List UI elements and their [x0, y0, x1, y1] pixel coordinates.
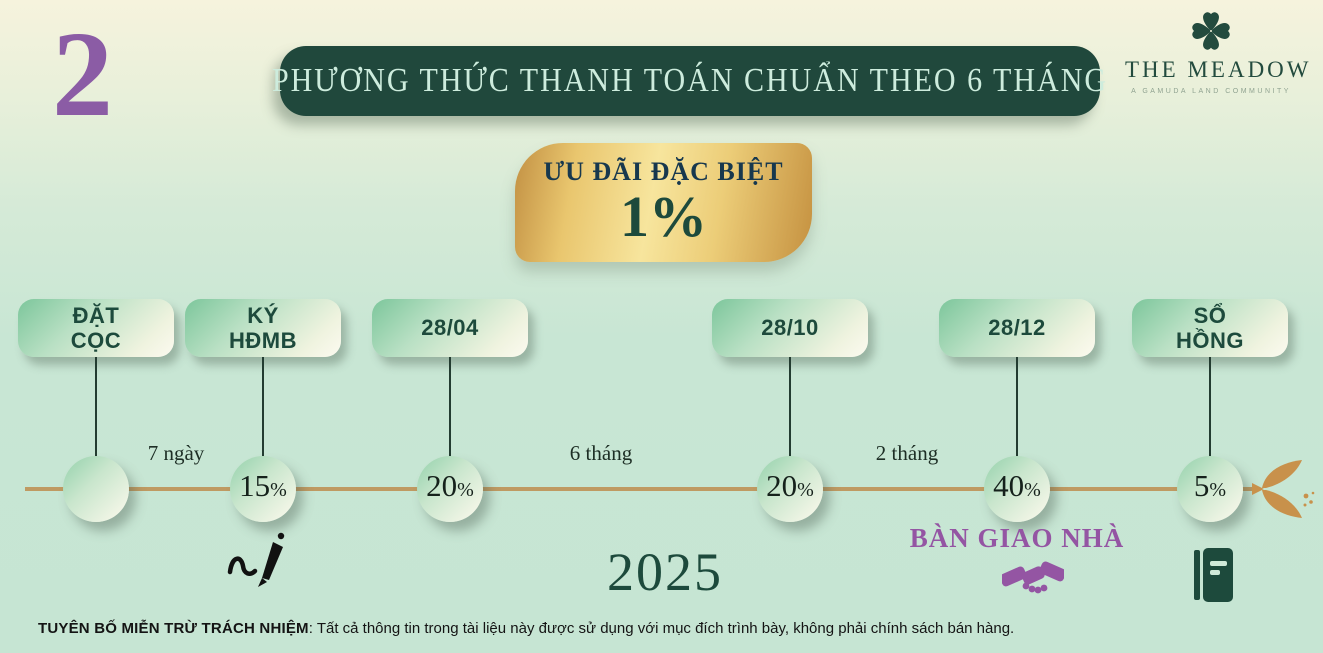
- disclaimer: TUYÊN BỐ MIỄN TRỪ TRÁCH NHIỆM: Tất cả th…: [38, 620, 1014, 637]
- page-title: PHƯƠNG THỨC THANH TOÁN CHUẨN THEO 6 THÁN…: [271, 61, 1109, 99]
- brand-logo: THE MEADOW A GAMUDA LAND COMMUNITY: [1125, 10, 1312, 95]
- payment-value: 15: [239, 468, 271, 503]
- connector-line: [789, 357, 791, 461]
- milestone-card-2804: 28/04: [372, 299, 528, 357]
- handover-label: BÀN GIAO NHÀ: [909, 523, 1125, 553]
- milestone-label: ĐẶT: [72, 302, 120, 328]
- sohong-book-icon: [1194, 548, 1233, 602]
- timeline-year: 2025: [607, 542, 723, 602]
- payment-unit: %: [270, 479, 287, 501]
- slide-number: 2: [52, 7, 113, 142]
- milestone-label: CỌC: [70, 328, 122, 353]
- milestone-label: HĐMB: [229, 328, 297, 353]
- milestone-label: HỒNG: [1176, 328, 1244, 353]
- milestone-label: SỔ: [1193, 302, 1227, 328]
- disclaimer-title: TUYÊN BỐ MIỄN TRỪ TRÁCH NHIỆM: [38, 620, 309, 637]
- promo-label: ƯU ĐÃI ĐẶC BIỆT: [543, 157, 784, 187]
- milestone-label: KÝ: [247, 302, 279, 328]
- handshake-icon: [1002, 561, 1064, 594]
- duration-6-thang: 6 tháng: [569, 441, 633, 465]
- connector-line: [1016, 357, 1018, 461]
- milestone-card-so-hong: SỔ HỒNG: [1132, 299, 1288, 357]
- header-banner: PHƯƠNG THỨC THANH TOÁN CHUẨN THEO 6 THÁN…: [272, 46, 1106, 116]
- payment-node-20a: 20 %: [417, 456, 483, 522]
- milestone-card-dat-coc: ĐẶT CỌC: [18, 299, 174, 357]
- connector-line: [262, 357, 264, 461]
- duration-2-thang: 2 tháng: [875, 441, 939, 465]
- promo-badge: ƯU ĐÃI ĐẶC BIỆT 1%: [515, 143, 812, 262]
- disclaimer-text: : Tất cả thông tin trong tài liệu này đư…: [308, 620, 1015, 637]
- payment-value: 20: [766, 468, 798, 503]
- milestone-label: 28/12: [988, 315, 1046, 341]
- payment-value: 40: [993, 468, 1025, 503]
- payment-value: 5: [1193, 468, 1210, 503]
- signature-pen-icon: [227, 532, 285, 587]
- connector-line: [95, 357, 97, 461]
- milestone-card-2812: 28/12: [939, 299, 1095, 357]
- promo-value: 1%: [620, 184, 707, 250]
- payment-value: 20: [426, 468, 458, 503]
- payment-node-deposit: [63, 456, 129, 522]
- payment-node-15: 15 %: [230, 456, 296, 522]
- meadow-flower-icon: [1192, 12, 1230, 50]
- timeline-arrow-icon: [1252, 460, 1315, 518]
- brand-name: THE MEADOW: [1125, 57, 1312, 82]
- milestone-card-2810: 28/10: [712, 299, 868, 357]
- payment-unit: %: [1209, 479, 1227, 501]
- duration-7-ngay: 7 ngày: [147, 441, 205, 465]
- milestone-label: 28/04: [421, 315, 479, 341]
- connector-line: [449, 357, 451, 461]
- payment-unit: %: [1024, 479, 1041, 501]
- payment-unit: %: [797, 479, 814, 501]
- payment-node-20b: 20 %: [757, 456, 823, 522]
- milestone-card-ky-hdmb: KÝ HĐMB: [185, 299, 341, 357]
- connector-line: [1209, 357, 1211, 461]
- payment-node-40: 40 %: [984, 456, 1050, 522]
- payment-unit: %: [457, 479, 474, 501]
- milestone-label: 28/10: [761, 315, 819, 341]
- timeline-axis: [25, 487, 1253, 491]
- payment-node-5: 5 %: [1177, 456, 1243, 522]
- brand-tagline: A GAMUDA LAND COMMUNITY: [1131, 88, 1291, 95]
